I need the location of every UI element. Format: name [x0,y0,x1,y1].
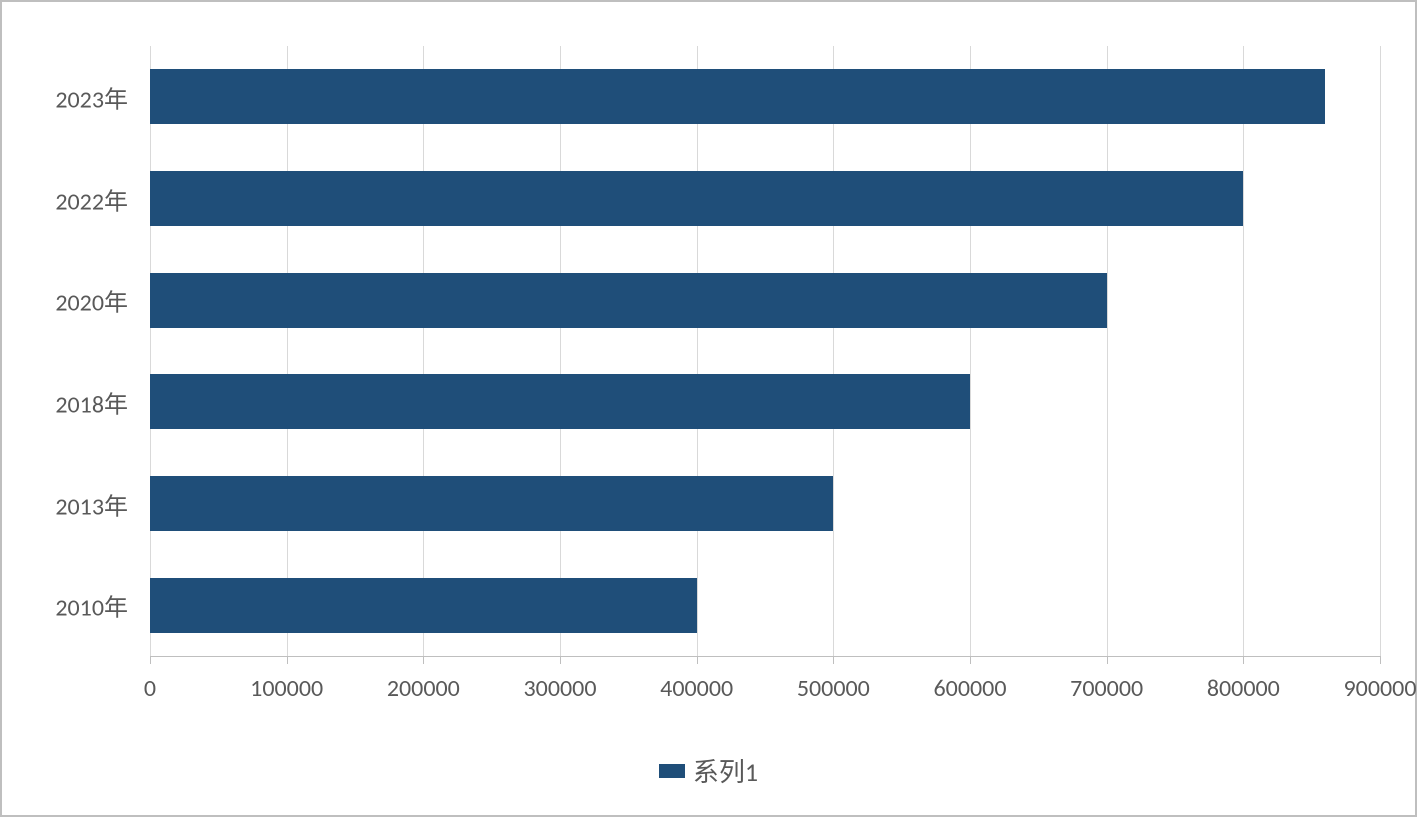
gridline [287,46,288,656]
legend-label: 系列1 [693,752,758,789]
bar [150,476,833,531]
y-axis-category-label: 2023年 [55,79,128,114]
gridline [560,46,561,656]
gridline [833,46,834,656]
y-axis-category-label: 2020年 [55,283,128,318]
x-axis-tick-label: 400000 [660,674,733,703]
bar [150,374,970,429]
gridline [970,46,971,656]
x-tick-mark [423,656,424,664]
x-axis-tick-label: 800000 [1207,674,1280,703]
y-axis-category-label: 2013年 [55,486,128,521]
x-tick-mark [1107,656,1108,664]
chart-container: 系列1 0 100000 200000 300000 400000 500000 60000… [0,0,1417,817]
bar [150,69,1325,124]
x-tick-mark [697,656,698,664]
x-tick-mark [970,656,971,664]
x-tick-mark [560,656,561,664]
x-axis-tick-label: 900000 [1344,674,1417,703]
gridline [1380,46,1381,656]
x-tick-mark [1380,656,1381,664]
gridline [1243,46,1244,656]
x-tick-mark [150,656,151,664]
bar [150,171,1243,226]
y-axis-category-label: 2022年 [55,181,128,216]
x-tick-mark [833,656,834,664]
plot-area [150,46,1380,656]
gridline [150,46,151,656]
x-axis-tick-label: 600000 [934,674,1007,703]
gridline [1107,46,1108,656]
y-axis-category-label: 2018年 [55,384,128,419]
legend-swatch [659,764,685,778]
legend: 系列1 [2,752,1415,789]
bar [150,578,697,633]
bar [150,273,1107,328]
gridline [697,46,698,656]
x-axis-tick-label: 300000 [524,674,597,703]
y-axis-category-label: 2010年 [55,588,128,623]
x-axis-tick-label: 500000 [797,674,870,703]
x-tick-mark [1243,656,1244,664]
x-axis-tick-label: 0 [144,674,156,703]
x-axis-line [150,656,1380,657]
x-axis-tick-label: 100000 [250,674,323,703]
x-axis-tick-label: 700000 [1070,674,1143,703]
gridline [423,46,424,656]
x-axis-tick-label: 200000 [387,674,460,703]
x-tick-mark [287,656,288,664]
